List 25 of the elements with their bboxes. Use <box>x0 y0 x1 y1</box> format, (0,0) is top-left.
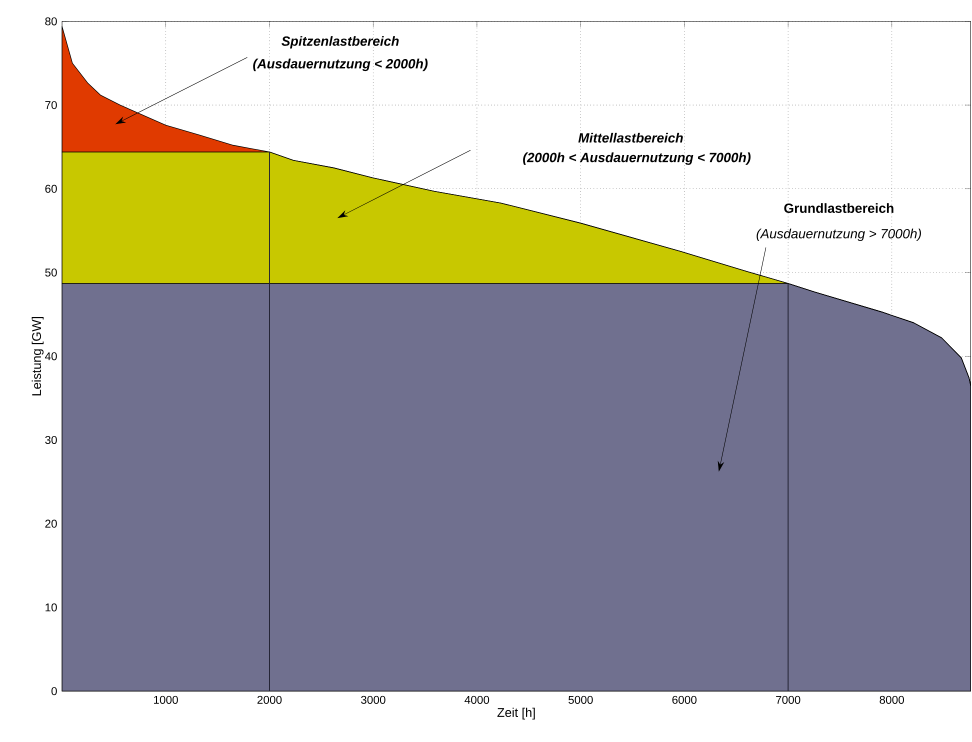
annotation: (Ausdauernutzung < 2000h) <box>253 58 428 72</box>
y-tick-label: 0 <box>51 687 57 696</box>
y-tick-label: 50 <box>45 268 57 277</box>
annotation: (2000h < Ausdauernutzung < 7000h) <box>523 152 751 165</box>
y-axis-title: Leistung [GW] <box>32 317 44 396</box>
annotation: Grundlastbereich <box>784 203 894 214</box>
x-tick-label: 3000 <box>361 696 386 704</box>
y-tick-label: 60 <box>45 184 57 193</box>
y-tick-label: 10 <box>46 603 57 612</box>
x-tick-label: 6000 <box>672 696 697 704</box>
x-tick-label: 5000 <box>568 696 593 704</box>
y-tick-label: 20 <box>45 520 57 528</box>
y-tick-label: 40 <box>44 352 57 360</box>
x-tick-label: 1000 <box>154 696 178 704</box>
x-tick-label: 8000 <box>880 696 904 704</box>
annotation: Mittellastbereich <box>578 132 683 143</box>
x-tick-label: 7000 <box>776 696 800 704</box>
y-tick-label: 30 <box>45 436 57 444</box>
x-tick-label: 4000 <box>464 696 490 704</box>
x-tick-label: 2000 <box>257 696 282 704</box>
annotation: (Ausdauernutzung > 7000h) <box>756 228 921 242</box>
x-axis-title: Zeit [h] <box>497 708 535 720</box>
y-tick-label: 80 <box>45 17 57 26</box>
y-tick-label: 70 <box>45 101 57 110</box>
annotation: Spitzenlastbereich <box>282 36 399 49</box>
